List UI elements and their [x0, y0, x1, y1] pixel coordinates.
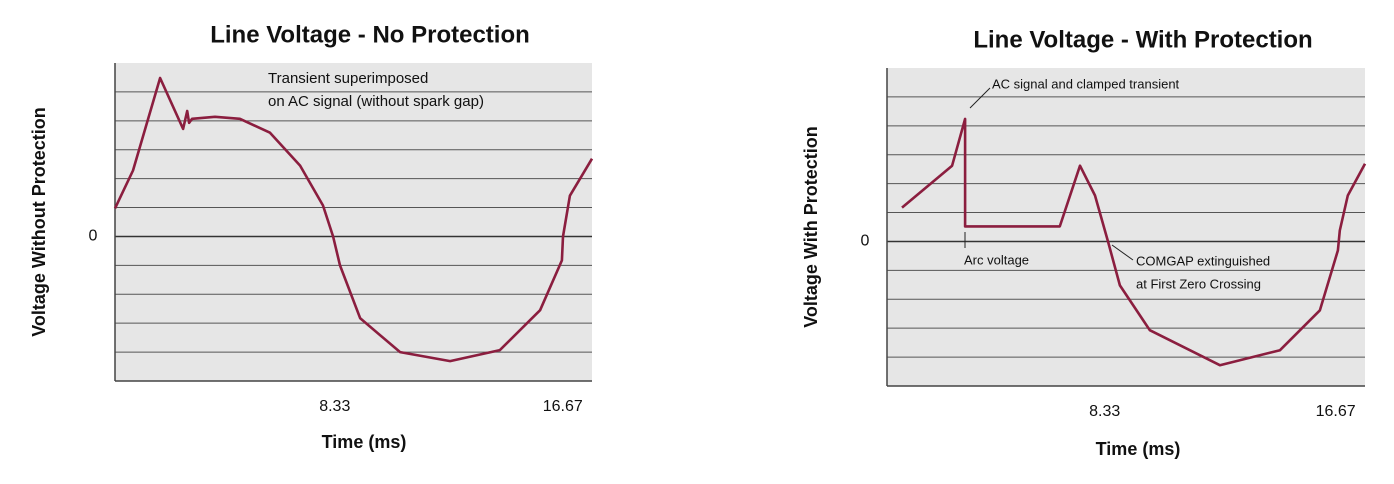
y-axis-label: Voltage With Protection — [801, 126, 821, 328]
annotation-pointer — [969, 87, 991, 109]
y-tick-label: 0 — [89, 228, 98, 245]
data-line — [901, 117, 1367, 367]
x-axis-label: Time (ms) — [322, 432, 407, 452]
annotation-pointer — [1111, 244, 1134, 261]
x-tick-label: 8.33 — [319, 398, 350, 415]
y-axis-label: Voltage Without Protection — [29, 107, 49, 337]
y-tick-label: 0 — [861, 233, 870, 250]
plot-area — [115, 63, 592, 381]
annotation: Transient superimposed — [268, 70, 428, 87]
x-tick-label: 8.33 — [1089, 403, 1120, 420]
x-tick-label: 16.67 — [543, 398, 583, 415]
chart-title: Line Voltage - No Protection — [210, 21, 530, 48]
annotation: on AC signal (without spark gap) — [268, 93, 484, 110]
annotation: at First Zero Crossing — [1136, 276, 1261, 291]
annotation: COMGAP extinguished — [1136, 253, 1270, 268]
x-tick-label: 16.67 — [1316, 403, 1356, 420]
annotation: Arc voltage — [964, 252, 1029, 267]
x-axis-label: Time (ms) — [1096, 439, 1181, 459]
data-line — [113, 76, 594, 363]
chart-title: Line Voltage - With Protection — [973, 26, 1312, 53]
annotation: AC signal and clamped transient — [992, 76, 1180, 91]
